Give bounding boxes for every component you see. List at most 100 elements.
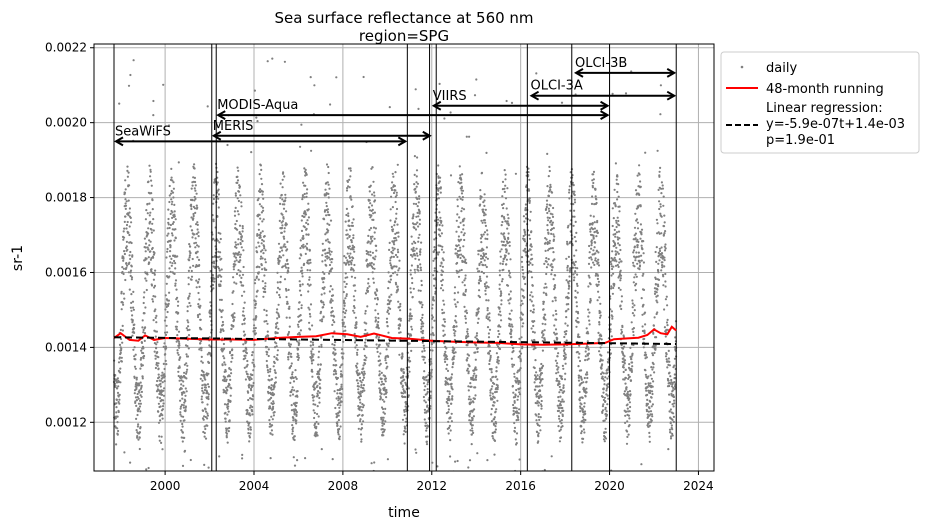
daily-point	[200, 398, 203, 401]
daily-point	[341, 325, 344, 328]
daily-point	[371, 239, 374, 242]
daily-point	[345, 282, 348, 286]
daily-point	[394, 232, 397, 235]
daily-point	[356, 379, 359, 382]
daily-point	[574, 296, 578, 299]
daily-point	[453, 325, 456, 328]
daily-point	[128, 184, 131, 187]
daily-point	[423, 388, 426, 392]
daily-point	[177, 311, 180, 315]
daily-point	[140, 395, 143, 398]
daily-point	[407, 387, 410, 390]
daily-point	[602, 372, 605, 375]
daily-point	[379, 352, 382, 355]
daily-point	[584, 418, 587, 422]
daily-point	[177, 340, 180, 343]
daily-point	[468, 419, 471, 422]
daily-point	[270, 388, 273, 391]
daily-point	[207, 385, 210, 388]
daily-point	[486, 229, 489, 232]
daily-point	[403, 442, 406, 445]
daily-point	[552, 227, 555, 230]
daily-point	[534, 347, 537, 350]
daily-point	[178, 342, 181, 345]
daily-point	[190, 475, 192, 477]
daily-point	[348, 224, 351, 228]
daily-point	[368, 228, 371, 232]
daily-point	[391, 172, 394, 175]
daily-point	[206, 353, 209, 356]
daily-point	[194, 184, 197, 187]
daily-point	[521, 275, 525, 278]
daily-point	[564, 356, 567, 359]
daily-point	[387, 331, 390, 334]
daily-point	[577, 356, 580, 359]
daily-point	[510, 101, 514, 104]
daily-point	[595, 198, 598, 201]
daily-point	[212, 237, 215, 240]
daily-point	[578, 335, 581, 339]
daily-point	[467, 354, 471, 357]
daily-point	[117, 361, 121, 364]
daily-point	[490, 367, 493, 371]
daily-point	[176, 296, 179, 299]
daily-point	[182, 406, 185, 409]
daily-point	[318, 401, 321, 404]
daily-point	[194, 211, 197, 214]
daily-point	[243, 366, 246, 369]
daily-point	[522, 289, 525, 292]
daily-point	[149, 211, 152, 214]
daily-point	[130, 278, 133, 281]
daily-point	[599, 346, 602, 349]
daily-point	[204, 386, 207, 389]
daily-point	[416, 182, 420, 185]
daily-point	[590, 258, 593, 261]
daily-point	[123, 227, 126, 230]
daily-point	[547, 207, 551, 210]
daily-point	[320, 343, 323, 346]
daily-point	[347, 214, 350, 218]
daily-point	[237, 253, 240, 256]
daily-point	[500, 292, 503, 295]
daily-point	[431, 349, 434, 352]
daily-point	[510, 335, 513, 338]
daily-point	[447, 432, 450, 435]
daily-point	[397, 251, 400, 254]
daily-point	[589, 299, 592, 302]
daily-point	[152, 295, 155, 298]
daily-point	[326, 181, 329, 184]
daily-point	[272, 388, 275, 391]
daily-point	[129, 461, 132, 464]
daily-point	[256, 251, 259, 254]
daily-point	[453, 347, 456, 350]
daily-point	[594, 274, 597, 277]
daily-point	[129, 216, 132, 219]
daily-point	[334, 370, 337, 373]
daily-point	[409, 253, 413, 257]
daily-point	[486, 309, 489, 312]
daily-point	[504, 244, 507, 247]
daily-point	[224, 370, 227, 373]
daily-point	[441, 224, 444, 227]
daily-point	[373, 199, 377, 202]
daily-point	[114, 374, 117, 377]
daily-point	[307, 290, 310, 293]
daily-point	[400, 367, 403, 370]
daily-point	[497, 356, 500, 359]
daily-point	[176, 320, 179, 323]
daily-point	[273, 361, 276, 365]
daily-point	[233, 214, 237, 217]
daily-point	[329, 103, 332, 106]
daily-point	[466, 330, 469, 333]
daily-point	[422, 344, 425, 347]
daily-point	[395, 194, 398, 197]
daily-point	[255, 116, 258, 119]
daily-point	[333, 330, 336, 333]
daily-point	[607, 368, 610, 371]
daily-point	[331, 335, 334, 338]
daily-point	[355, 326, 358, 329]
daily-point	[401, 353, 404, 356]
daily-point	[485, 287, 488, 290]
daily-point	[395, 207, 399, 211]
daily-point	[438, 251, 441, 254]
